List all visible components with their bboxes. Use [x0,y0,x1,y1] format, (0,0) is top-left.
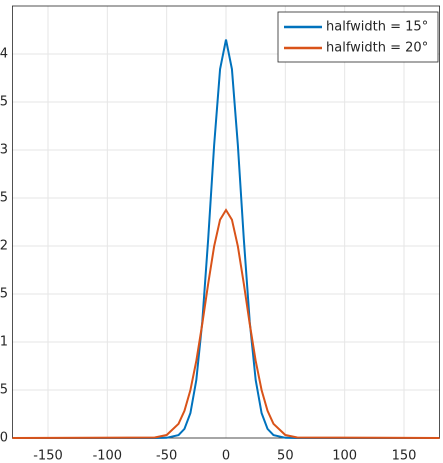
line-series [12,208,440,439]
y-tick-label: 0.5 [0,383,8,398]
y-tick-label: 0 [0,431,8,446]
legend-box [277,11,439,63]
y-tick-label: 1.5 [0,287,8,302]
y-tick-label: 3.5 [0,95,8,110]
x-tick-label: 100 [332,449,357,463]
y-tick-label: 2.5 [0,191,8,206]
x-tick-label: 50 [277,449,294,463]
x-tick-label: -150 [33,449,63,463]
x-tick-label: 0 [222,449,230,463]
legend-label: halfwidth = 15° [326,20,428,35]
y-tick-label: 3 [0,143,8,158]
x-tick-label: 150 [392,449,417,463]
y-tick-label: 4 [0,47,8,62]
x-tick-label: -100 [93,449,123,463]
line-series [12,39,440,439]
y-tick-label: 2 [0,239,8,254]
x-tick-label: -50 [156,449,177,463]
plot-frame [11,5,441,439]
legend-label: halfwidth = 20° [326,41,428,56]
y-tick-label: 1 [0,335,8,350]
